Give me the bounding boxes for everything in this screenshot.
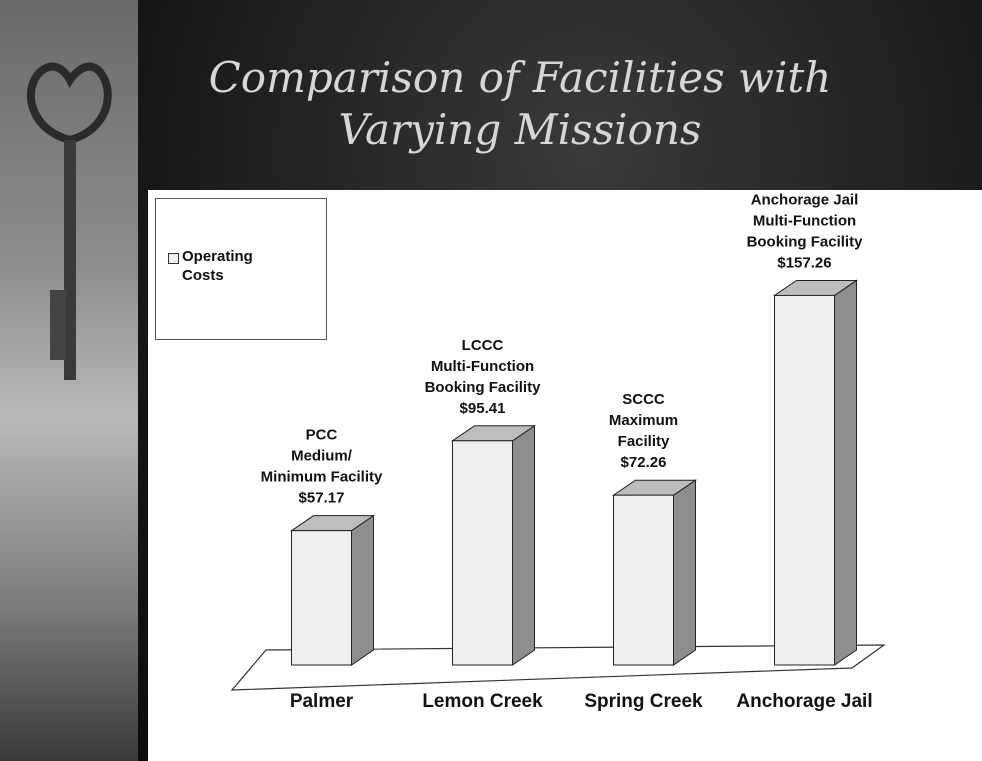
annotation: Minimum Facility bbox=[261, 469, 383, 486]
bar bbox=[775, 295, 835, 665]
legend-swatch bbox=[168, 253, 179, 264]
annotation: Medium/ bbox=[291, 448, 353, 465]
value-label: $95.41 bbox=[460, 400, 506, 417]
annotation: Booking Facility bbox=[747, 233, 864, 250]
value-label: $57.17 bbox=[299, 490, 345, 507]
bar bbox=[292, 531, 352, 665]
legend-label: Operating Costs bbox=[182, 247, 282, 285]
value-label: $157.26 bbox=[777, 254, 831, 271]
x-tick-label: Lemon Creek bbox=[413, 688, 553, 716]
annotation: Multi-Function bbox=[431, 358, 534, 375]
annotation: Multi-Function bbox=[753, 212, 856, 229]
annotation: PCC bbox=[306, 427, 338, 444]
annotation: Booking Facility bbox=[425, 379, 542, 396]
annotation: Anchorage Jail bbox=[751, 191, 859, 208]
bar-side bbox=[352, 516, 374, 665]
annotation: LCCC bbox=[462, 337, 504, 354]
value-label: $72.26 bbox=[621, 454, 667, 471]
bar-side bbox=[513, 426, 535, 665]
legend: Operating Costs bbox=[155, 198, 327, 340]
annotation: Maximum bbox=[609, 412, 678, 429]
bar-side bbox=[835, 280, 857, 665]
x-tick-label: Spring Creek bbox=[574, 688, 714, 716]
slide: Comparison of Facilities with Varying Mi… bbox=[0, 0, 982, 761]
annotation: SCCC bbox=[622, 391, 665, 408]
x-tick-label: Anchorage Jail bbox=[735, 688, 875, 716]
x-tick-label: Palmer bbox=[252, 688, 392, 716]
chart: $57.17 PCC Medium/Minimum Facility $95.41 LC… bbox=[0, 0, 982, 761]
bar bbox=[453, 441, 513, 665]
bar bbox=[614, 495, 674, 665]
annotation: Facility bbox=[618, 433, 670, 450]
bar-side bbox=[674, 480, 696, 665]
